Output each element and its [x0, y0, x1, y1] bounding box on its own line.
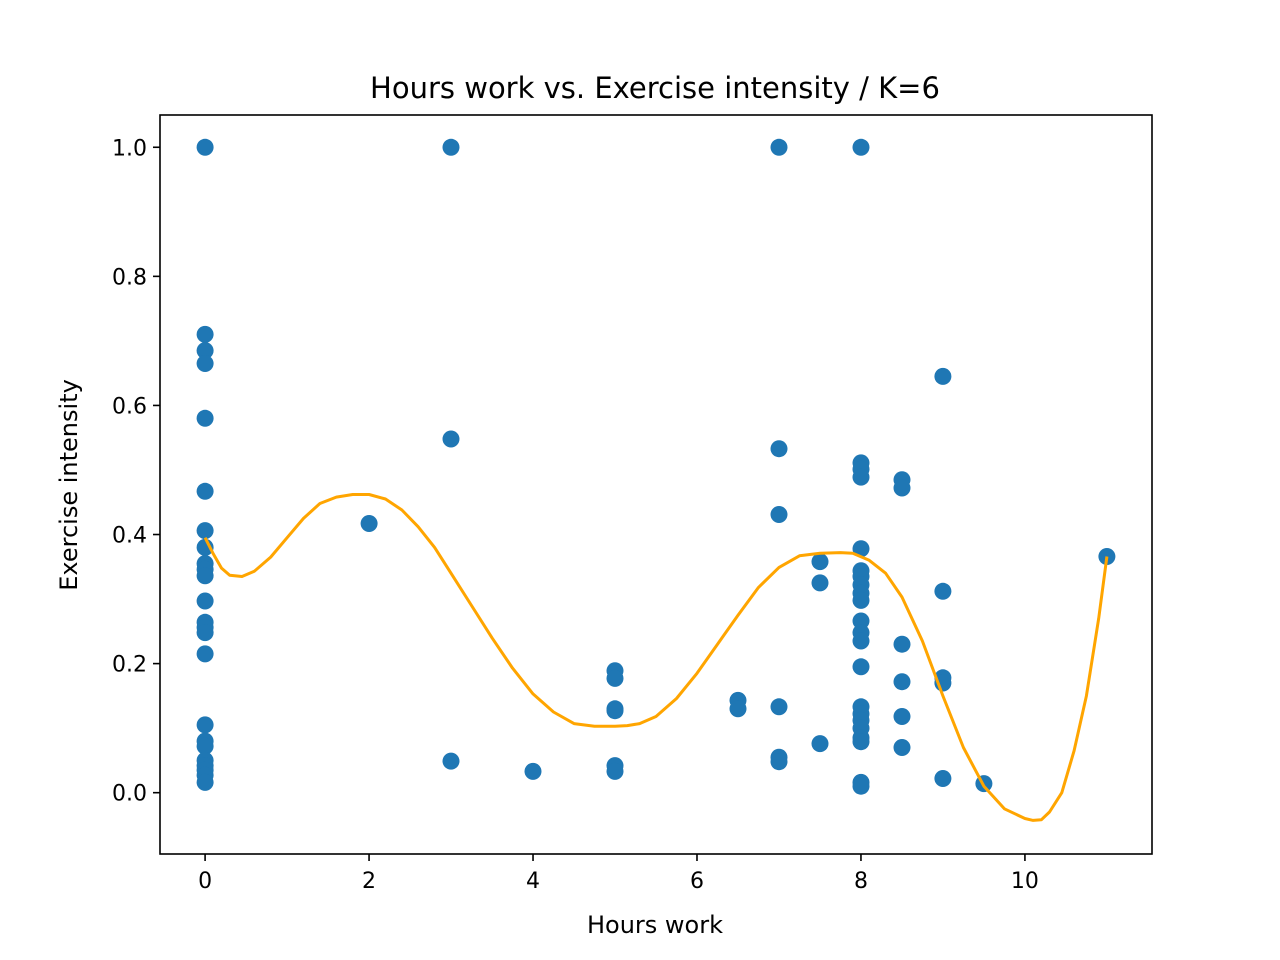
x-tick-label: 6 — [690, 869, 704, 894]
data-point — [893, 708, 911, 725]
data-point — [196, 737, 214, 755]
data-point — [852, 468, 870, 486]
data-point — [196, 342, 214, 360]
data-point — [442, 138, 460, 156]
data-point — [606, 669, 624, 687]
data-point — [934, 367, 952, 385]
x-tick-label: 2 — [362, 869, 376, 894]
data-point — [196, 645, 214, 663]
y-axis: 0.0 0.2 0.4 0.6 0.8 1.0 — [112, 136, 160, 807]
x-tick-label: 10 — [1011, 869, 1039, 894]
data-point — [770, 138, 788, 156]
data-point — [196, 522, 214, 540]
data-point — [852, 138, 870, 156]
data-point — [852, 632, 870, 650]
data-point — [852, 591, 870, 609]
y-tick-label: 0.4 — [112, 524, 147, 549]
y-tick-label: 0.2 — [112, 653, 147, 678]
data-point — [893, 479, 911, 497]
plot-frame — [159, 114, 1153, 855]
x-axis: 0 2 4 6 8 10 — [198, 854, 1039, 894]
y-tick-label: 1.0 — [112, 136, 147, 161]
x-tick-label: 0 — [198, 869, 212, 894]
data-point — [893, 673, 911, 691]
data-point — [852, 733, 870, 751]
x-tick-label: 4 — [526, 869, 540, 894]
data-point — [196, 567, 214, 585]
data-point — [729, 700, 747, 718]
data-point — [360, 515, 378, 532]
data-point — [852, 658, 870, 676]
data-point — [196, 138, 214, 156]
data-point — [196, 325, 214, 343]
data-point — [196, 482, 214, 500]
fit-curve — [203, 493, 1109, 822]
y-tick-label: 0.6 — [112, 394, 147, 419]
data-point — [811, 553, 829, 571]
data-point — [442, 430, 460, 448]
data-point — [770, 506, 788, 523]
data-point — [196, 624, 214, 642]
data-point — [811, 574, 829, 592]
data-point — [442, 752, 460, 770]
y-tick-label: 0.0 — [112, 782, 147, 807]
data-point — [770, 440, 788, 458]
data-point — [770, 753, 788, 771]
data-point — [524, 762, 542, 780]
data-point — [196, 355, 214, 372]
data-point — [852, 777, 870, 795]
data-point — [606, 702, 624, 720]
data-point — [606, 762, 624, 780]
data-point — [893, 635, 911, 653]
x-tick-label: 8 — [854, 869, 868, 894]
data-point — [196, 592, 214, 610]
data-point — [196, 773, 214, 791]
data-point — [196, 409, 214, 427]
data-point — [196, 716, 214, 734]
x-axis-label: Hours work — [587, 911, 723, 939]
data-point — [770, 698, 788, 716]
data-point — [934, 770, 952, 787]
y-tick-label: 0.8 — [112, 265, 147, 290]
data-point — [934, 582, 952, 600]
y-axis-label: Exercise intensity — [55, 379, 83, 591]
data-point — [852, 540, 870, 558]
data-point — [893, 739, 911, 756]
chart-title: Hours work vs. Exercise intensity / K=6 — [370, 71, 940, 105]
data-point — [811, 735, 829, 753]
